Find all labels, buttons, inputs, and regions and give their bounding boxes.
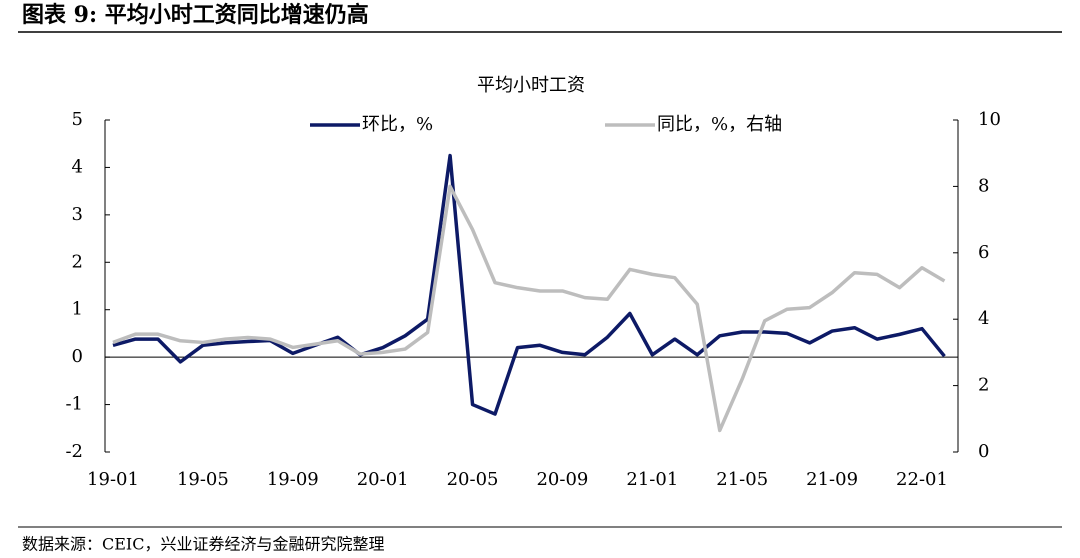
legend-label: 环比，%	[362, 114, 433, 135]
x-tick-label: 21-05	[716, 469, 768, 490]
y-tick-label: -2	[65, 441, 83, 462]
series-line	[112, 153, 946, 416]
x-tick-label: 21-09	[806, 469, 858, 490]
series-line	[112, 184, 946, 433]
y2-tick-label: 6	[978, 242, 989, 263]
y-tick-label: 2	[72, 251, 83, 272]
y-tick-label: 3	[72, 204, 83, 225]
x-tick-label: 19-01	[87, 469, 139, 490]
y2-tick-label: 4	[978, 308, 989, 329]
x-tick-label: 19-05	[177, 469, 229, 490]
x-tick-label: 22-01	[896, 469, 948, 490]
chart-title: 平均小时工资	[477, 75, 585, 96]
x-tick-label: 20-01	[357, 469, 409, 490]
y2-tick-label: 10	[978, 109, 1001, 130]
y-tick-label: -1	[65, 394, 83, 415]
footer-source: 数据来源：CEIC，兴业证券经济与金融研究院整理	[22, 535, 385, 554]
y-tick-label: 0	[72, 346, 83, 367]
x-tick-label: 21-01	[626, 469, 678, 490]
y-tick-label: 5	[72, 109, 83, 130]
legend-label: 同比，%，右轴	[657, 114, 782, 135]
y2-tick-label: 2	[978, 375, 989, 396]
y-tick-label: 4	[72, 156, 83, 177]
header-title: 图表 9: 平均小时工资同比增速仍高	[22, 2, 369, 28]
x-tick-label: 20-05	[447, 469, 499, 490]
y2-tick-label: 8	[978, 175, 989, 196]
x-tick-label: 20-09	[536, 469, 588, 490]
x-tick-label: 19-09	[267, 469, 319, 490]
y2-tick-label: 0	[978, 441, 989, 462]
y-tick-label: 1	[72, 299, 83, 320]
